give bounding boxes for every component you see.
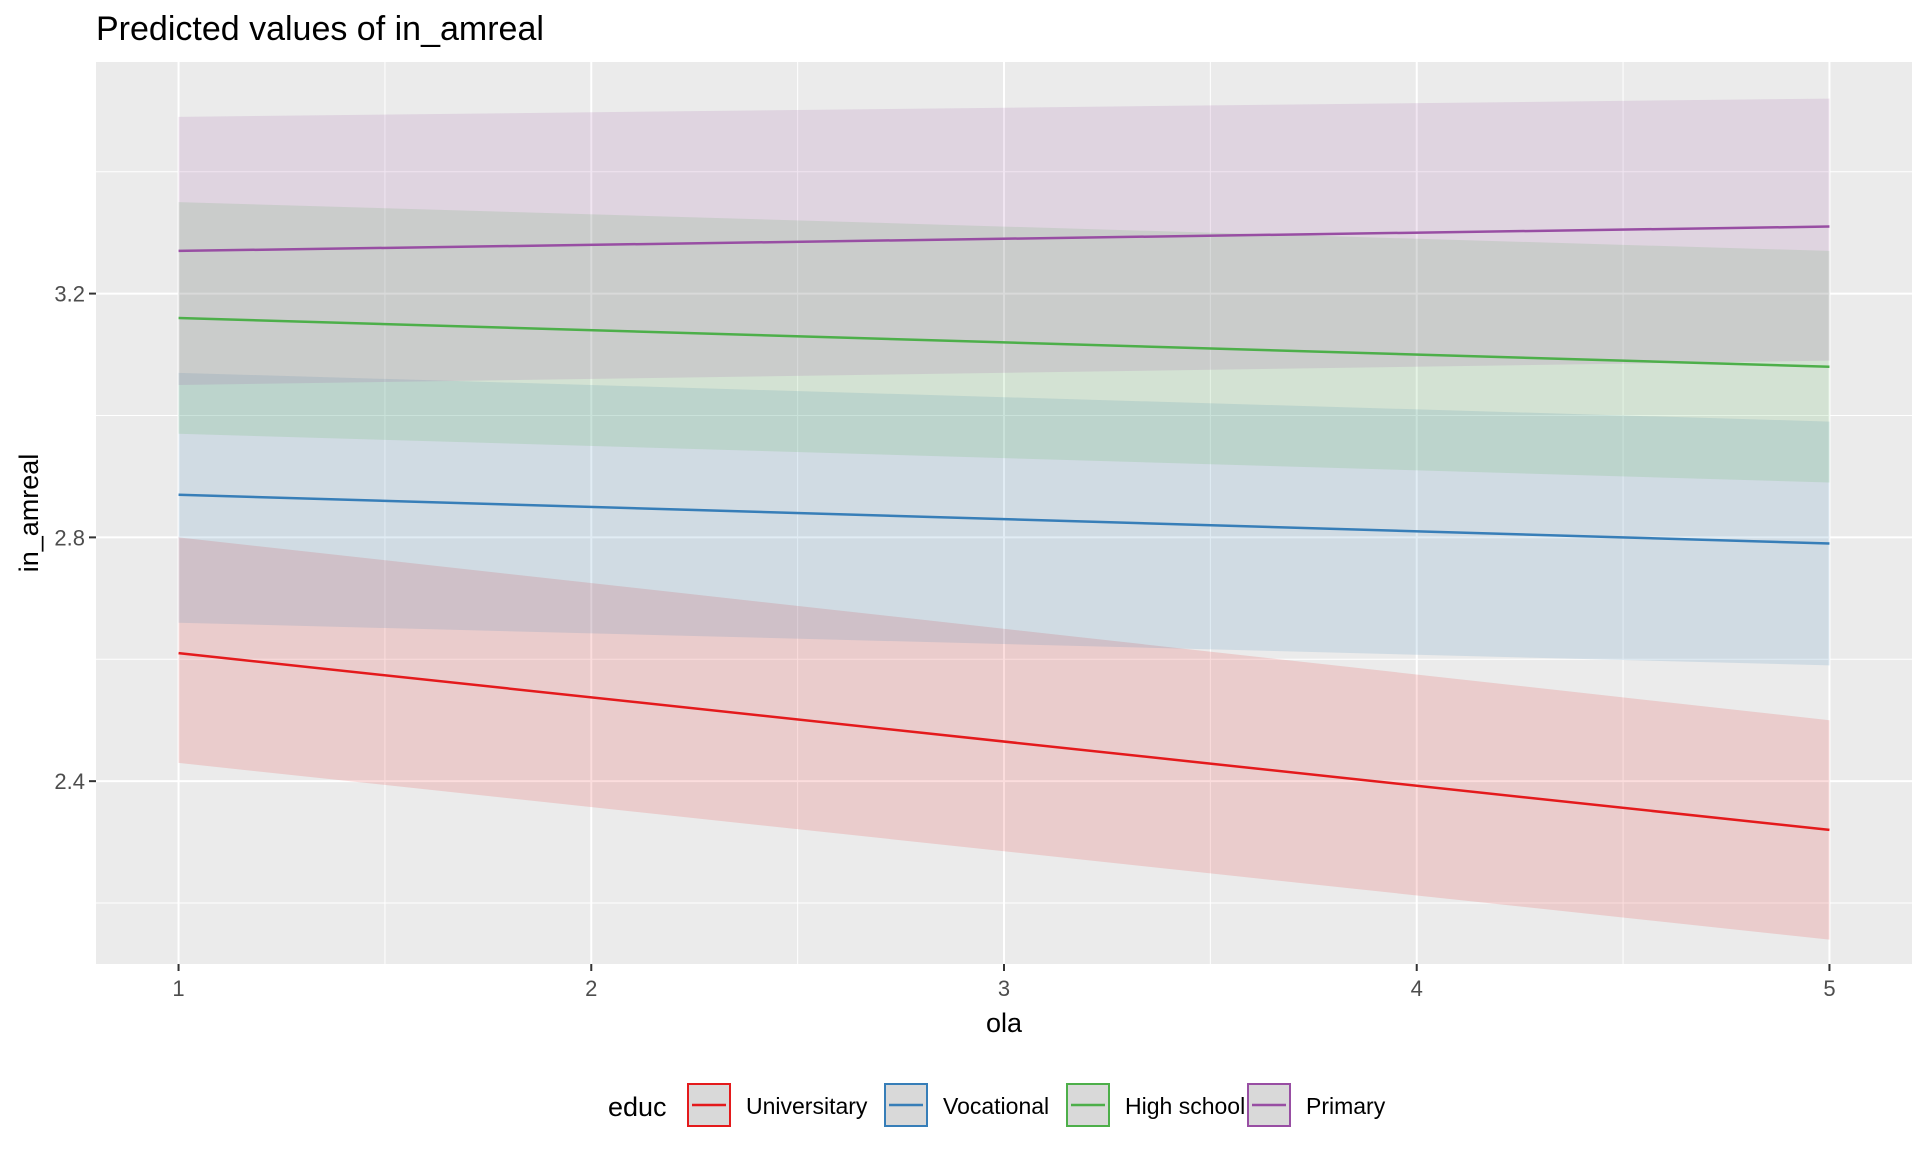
x-tick-label: 5 bbox=[1823, 976, 1835, 1001]
legend-title: educ bbox=[608, 1092, 667, 1122]
legend-label-primary: Primary bbox=[1306, 1093, 1386, 1119]
legend-label-universitary: Universitary bbox=[746, 1093, 868, 1119]
y-tick-label: 3.2 bbox=[54, 282, 85, 307]
x-axis-title: ola bbox=[986, 1008, 1023, 1038]
x-tick-label: 4 bbox=[1411, 976, 1423, 1001]
legend-label-high-school: High school bbox=[1125, 1093, 1245, 1119]
x-tick-label: 3 bbox=[998, 976, 1010, 1001]
grid-major bbox=[96, 62, 1912, 964]
axis-ticks: 1 2 3 4 5 2.4 2.8 3.2 bbox=[54, 282, 1835, 1001]
line-primary bbox=[178, 225, 1830, 253]
line-universitary bbox=[178, 651, 1830, 832]
chart-title: Predicted values of in_amreal bbox=[96, 10, 544, 48]
series-lines bbox=[178, 225, 1830, 832]
line-high-school bbox=[178, 316, 1830, 368]
x-tick-label: 1 bbox=[172, 976, 184, 1001]
line-vocational bbox=[178, 493, 1830, 545]
ribbon-primary bbox=[178, 98, 1830, 386]
x-tick-label: 2 bbox=[585, 976, 597, 1001]
y-tick-label: 2.8 bbox=[54, 525, 85, 550]
y-tick-label: 2.4 bbox=[54, 769, 85, 794]
legend: educ Universitary Vocational High school Pr… bbox=[608, 1083, 1386, 1127]
ribbon-universitary bbox=[178, 537, 1830, 940]
y-axis-title: in_amreal bbox=[14, 454, 44, 573]
legend-label-vocational: Vocational bbox=[943, 1093, 1049, 1119]
